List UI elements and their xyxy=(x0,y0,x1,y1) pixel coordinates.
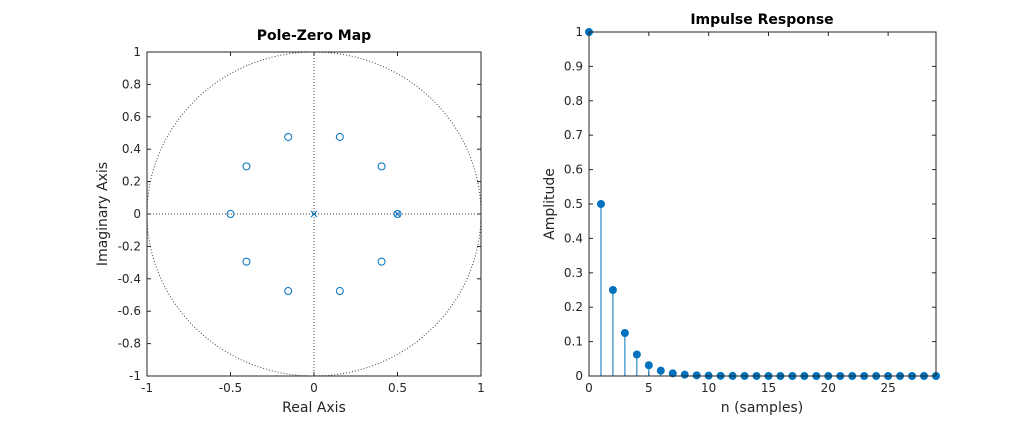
ir-y-tick-label: 1 xyxy=(575,25,583,39)
pz-y-tick-label: -0.8 xyxy=(118,337,141,351)
pz-y-tick-label: -0.2 xyxy=(118,239,141,253)
ir-axes-box xyxy=(588,31,937,377)
pz-y-tick-label: 0.6 xyxy=(122,110,141,124)
ir-y-tick-label: 0.4 xyxy=(564,231,583,245)
ir-stem-marker xyxy=(644,361,653,370)
pz-zero-marker xyxy=(242,257,251,266)
pz-y-tick-label: 0.8 xyxy=(122,77,141,91)
ir-y-tick-label: 0.7 xyxy=(564,128,583,142)
pz-x-tick-label: 1 xyxy=(477,381,485,395)
ir-stem-marker xyxy=(656,366,665,375)
pz-x-tick-label: 0 xyxy=(310,381,318,395)
pz-pole-marker xyxy=(310,210,318,218)
pz-axes-box xyxy=(146,51,482,377)
ir-x-tick-label: 20 xyxy=(821,381,836,395)
ir-y-tick-label: 0.2 xyxy=(564,300,583,314)
ir-y-tick-label: 0.9 xyxy=(564,59,583,73)
impulse-response-chart: 0 5 10 15 20 2500.10.20.30.40.50.60.70.80.91 … xyxy=(542,12,940,416)
pz-zero-marker xyxy=(226,210,235,218)
pz-y-tick-label: -1 xyxy=(129,369,141,383)
pz-zero-marker xyxy=(284,132,293,141)
pz-zero-marker xyxy=(377,257,386,266)
pz-pole-stroke xyxy=(394,210,401,218)
ir-x-tick-label: 5 xyxy=(645,381,653,395)
pz-zero-marker xyxy=(242,162,251,171)
pz-zero-marker xyxy=(335,287,344,296)
pz-y-tick-label: 1 xyxy=(133,45,141,59)
ir-title: Impulse Response xyxy=(690,12,833,28)
pz-y-tick-label: 0.2 xyxy=(122,175,141,189)
pz-title: Pole-Zero Map xyxy=(257,28,371,44)
ir-plot-area xyxy=(589,32,936,376)
ir-stem-marker xyxy=(692,371,701,380)
ir-stem-marker xyxy=(596,200,605,208)
ir-stem-marker xyxy=(668,369,677,378)
pole-zero-chart: -1 -0.5 0 0.5 1 -1 -0.8 -0.6 -0.4 -0.2 0 0.2 0.4 0.6 0… xyxy=(95,28,485,416)
ir-y-axis-label: Amplitude xyxy=(542,168,558,240)
pz-x-tick-label: -0.5 xyxy=(219,381,242,395)
ir-x-axis-label: n (samples) xyxy=(721,400,803,416)
pz-y-tick-label: 0 xyxy=(133,207,141,221)
ir-y-tick-label: 0.1 xyxy=(564,335,583,349)
pz-pole-marker xyxy=(394,210,401,218)
ir-stem-marker xyxy=(620,329,629,337)
pz-x-tick-label: 0.5 xyxy=(388,381,407,395)
ir-stem-marker xyxy=(680,370,689,379)
pz-x-tick-label: -1 xyxy=(141,381,153,395)
pz-zero-marker xyxy=(284,287,293,296)
pz-ticks: -1 -0.5 0 0.5 1 -1 -0.8 -0.6 -0.4 -0.2 0 0.2 0.4 0.6 0… xyxy=(118,45,485,395)
ir-x-tick-label: 10 xyxy=(701,381,716,395)
pz-markers xyxy=(226,132,402,296)
ir-x-tick-label: 25 xyxy=(880,381,895,395)
pz-y-tick-label: -0.6 xyxy=(118,304,141,318)
ir-y-tick-label: 0 xyxy=(575,369,583,383)
ir-y-tick-label: 0.5 xyxy=(564,197,583,211)
pz-x-axis-label: Real Axis xyxy=(282,400,346,416)
pz-zero-marker xyxy=(377,162,386,171)
ir-y-tick-label: 0.8 xyxy=(564,94,583,108)
pz-y-axis-label: Imaginary Axis xyxy=(95,162,111,266)
pz-y-tick-label: -0.4 xyxy=(118,272,141,286)
pz-y-tick-label: 0.4 xyxy=(122,142,141,156)
ir-stem-marker xyxy=(632,350,641,359)
ir-stem-marker xyxy=(608,286,617,294)
ir-x-tick-label: 15 xyxy=(761,381,776,395)
pz-zero-marker xyxy=(393,210,402,218)
ir-ticks: 0 5 10 15 20 25 0 0.1 0.2 0.3 0.4 0.5 0.6 0.7 0.8 0.9 1 xyxy=(564,25,936,395)
pz-zero-marker xyxy=(335,132,344,141)
pz-pole-stroke xyxy=(310,210,318,218)
ir-x-tick-label: 0 xyxy=(585,381,593,395)
ir-y-tick-label: 0.3 xyxy=(564,266,583,280)
ir-y-tick-label: 0.6 xyxy=(564,163,583,177)
